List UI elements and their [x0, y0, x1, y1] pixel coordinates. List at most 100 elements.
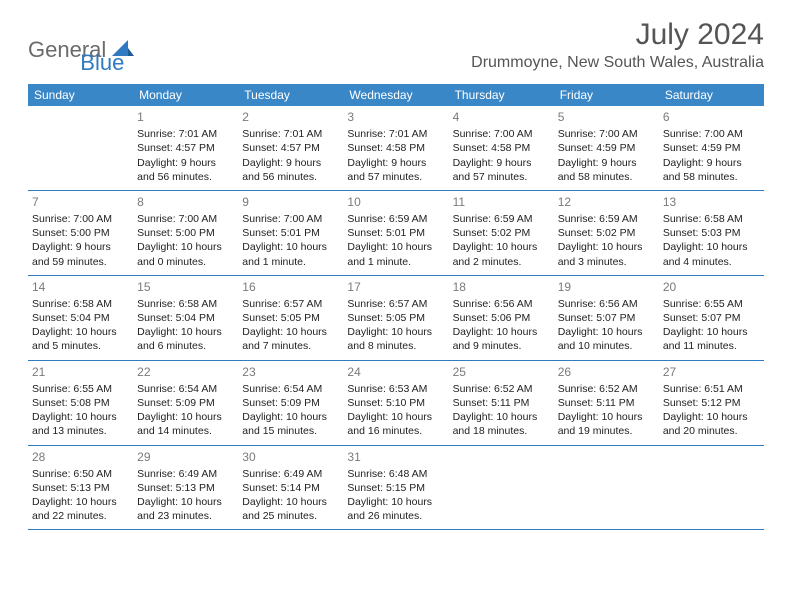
daylight-line: and 57 minutes.: [347, 170, 444, 184]
calendar-cell: 10Sunrise: 6:59 AMSunset: 5:01 PMDayligh…: [343, 190, 448, 275]
sunrise-line: Sunrise: 6:57 AM: [242, 297, 339, 311]
sunset-line: Sunset: 5:13 PM: [32, 481, 129, 495]
daylight-line: and 5 minutes.: [32, 339, 129, 353]
sunrise-line: Sunrise: 6:59 AM: [558, 212, 655, 226]
calendar-week-row: 21Sunrise: 6:55 AMSunset: 5:08 PMDayligh…: [28, 360, 764, 445]
day-number: 5: [558, 109, 655, 125]
sunset-line: Sunset: 4:58 PM: [347, 141, 444, 155]
daylight-line: and 59 minutes.: [32, 255, 129, 269]
daylight-line: Daylight: 9 hours: [558, 156, 655, 170]
daylight-line: and 16 minutes.: [347, 424, 444, 438]
day-number: 11: [453, 194, 550, 210]
daylight-line: and 19 minutes.: [558, 424, 655, 438]
daylight-line: and 2 minutes.: [453, 255, 550, 269]
sunrise-line: Sunrise: 7:01 AM: [242, 127, 339, 141]
calendar-cell: 19Sunrise: 6:56 AMSunset: 5:07 PMDayligh…: [554, 275, 659, 360]
daylight-line: and 10 minutes.: [558, 339, 655, 353]
sunrise-line: Sunrise: 6:57 AM: [347, 297, 444, 311]
day-number: 17: [347, 279, 444, 295]
calendar-cell: 1Sunrise: 7:01 AMSunset: 4:57 PMDaylight…: [133, 106, 238, 190]
daylight-line: and 57 minutes.: [453, 170, 550, 184]
daylight-line: Daylight: 10 hours: [558, 325, 655, 339]
calendar-cell: 3Sunrise: 7:01 AMSunset: 4:58 PMDaylight…: [343, 106, 448, 190]
day-number: 14: [32, 279, 129, 295]
calendar-cell: 5Sunrise: 7:00 AMSunset: 4:59 PMDaylight…: [554, 106, 659, 190]
sunset-line: Sunset: 5:00 PM: [137, 226, 234, 240]
calendar-cell: [28, 106, 133, 190]
calendar-cell: 16Sunrise: 6:57 AMSunset: 5:05 PMDayligh…: [238, 275, 343, 360]
calendar-cell: 25Sunrise: 6:52 AMSunset: 5:11 PMDayligh…: [449, 360, 554, 445]
sunset-line: Sunset: 4:59 PM: [558, 141, 655, 155]
sunset-line: Sunset: 5:08 PM: [32, 396, 129, 410]
calendar-week-row: 14Sunrise: 6:58 AMSunset: 5:04 PMDayligh…: [28, 275, 764, 360]
sunrise-line: Sunrise: 7:01 AM: [347, 127, 444, 141]
daylight-line: and 11 minutes.: [663, 339, 760, 353]
daylight-line: and 26 minutes.: [347, 509, 444, 523]
day-number: 10: [347, 194, 444, 210]
calendar-cell: 18Sunrise: 6:56 AMSunset: 5:06 PMDayligh…: [449, 275, 554, 360]
sunrise-line: Sunrise: 6:48 AM: [347, 467, 444, 481]
calendar-cell: 27Sunrise: 6:51 AMSunset: 5:12 PMDayligh…: [659, 360, 764, 445]
calendar-cell: [554, 445, 659, 529]
day-number: 27: [663, 364, 760, 380]
daylight-line: Daylight: 10 hours: [347, 410, 444, 424]
bottom-rule: [28, 529, 764, 530]
daylight-line: Daylight: 10 hours: [137, 325, 234, 339]
day-number: 9: [242, 194, 339, 210]
day-number: 26: [558, 364, 655, 380]
day-number: 12: [558, 194, 655, 210]
daylight-line: Daylight: 10 hours: [663, 410, 760, 424]
daylight-line: Daylight: 10 hours: [347, 495, 444, 509]
calendar-cell: 6Sunrise: 7:00 AMSunset: 4:59 PMDaylight…: [659, 106, 764, 190]
sunrise-line: Sunrise: 6:54 AM: [137, 382, 234, 396]
logo-text-blue: Blue: [80, 50, 124, 76]
daylight-line: and 0 minutes.: [137, 255, 234, 269]
sunrise-line: Sunrise: 6:52 AM: [558, 382, 655, 396]
daylight-line: Daylight: 10 hours: [32, 410, 129, 424]
daylight-line: and 8 minutes.: [347, 339, 444, 353]
calendar-cell: 29Sunrise: 6:49 AMSunset: 5:13 PMDayligh…: [133, 445, 238, 529]
sunrise-line: Sunrise: 6:56 AM: [453, 297, 550, 311]
day-number: 4: [453, 109, 550, 125]
calendar-cell: 22Sunrise: 6:54 AMSunset: 5:09 PMDayligh…: [133, 360, 238, 445]
col-sunday: Sunday: [28, 84, 133, 106]
sunrise-line: Sunrise: 6:54 AM: [242, 382, 339, 396]
sunrise-line: Sunrise: 7:00 AM: [32, 212, 129, 226]
sunset-line: Sunset: 5:11 PM: [453, 396, 550, 410]
sunset-line: Sunset: 5:05 PM: [242, 311, 339, 325]
daylight-line: Daylight: 10 hours: [137, 240, 234, 254]
daylight-line: Daylight: 10 hours: [663, 325, 760, 339]
daylight-line: Daylight: 9 hours: [453, 156, 550, 170]
daylight-line: Daylight: 10 hours: [242, 495, 339, 509]
sunset-line: Sunset: 4:58 PM: [453, 141, 550, 155]
daylight-line: and 1 minute.: [242, 255, 339, 269]
day-number: 23: [242, 364, 339, 380]
sunset-line: Sunset: 5:05 PM: [347, 311, 444, 325]
day-number: 2: [242, 109, 339, 125]
day-number: 18: [453, 279, 550, 295]
day-number: 7: [32, 194, 129, 210]
calendar-cell: 28Sunrise: 6:50 AMSunset: 5:13 PMDayligh…: [28, 445, 133, 529]
calendar-cell: 21Sunrise: 6:55 AMSunset: 5:08 PMDayligh…: [28, 360, 133, 445]
daylight-line: and 56 minutes.: [242, 170, 339, 184]
calendar-cell: 12Sunrise: 6:59 AMSunset: 5:02 PMDayligh…: [554, 190, 659, 275]
col-tuesday: Tuesday: [238, 84, 343, 106]
daylight-line: Daylight: 9 hours: [137, 156, 234, 170]
daylight-line: and 4 minutes.: [663, 255, 760, 269]
day-number: 16: [242, 279, 339, 295]
calendar-week-row: 7Sunrise: 7:00 AMSunset: 5:00 PMDaylight…: [28, 190, 764, 275]
sunrise-line: Sunrise: 6:59 AM: [347, 212, 444, 226]
col-monday: Monday: [133, 84, 238, 106]
daylight-line: Daylight: 9 hours: [32, 240, 129, 254]
day-number: 22: [137, 364, 234, 380]
col-friday: Friday: [554, 84, 659, 106]
daylight-line: Daylight: 9 hours: [242, 156, 339, 170]
calendar-cell: 11Sunrise: 6:59 AMSunset: 5:02 PMDayligh…: [449, 190, 554, 275]
sunrise-line: Sunrise: 7:01 AM: [137, 127, 234, 141]
sunrise-line: Sunrise: 6:49 AM: [242, 467, 339, 481]
day-header-row: Sunday Monday Tuesday Wednesday Thursday…: [28, 84, 764, 106]
sunrise-line: Sunrise: 6:51 AM: [663, 382, 760, 396]
sunrise-line: Sunrise: 6:50 AM: [32, 467, 129, 481]
sunrise-line: Sunrise: 7:00 AM: [663, 127, 760, 141]
daylight-line: and 20 minutes.: [663, 424, 760, 438]
